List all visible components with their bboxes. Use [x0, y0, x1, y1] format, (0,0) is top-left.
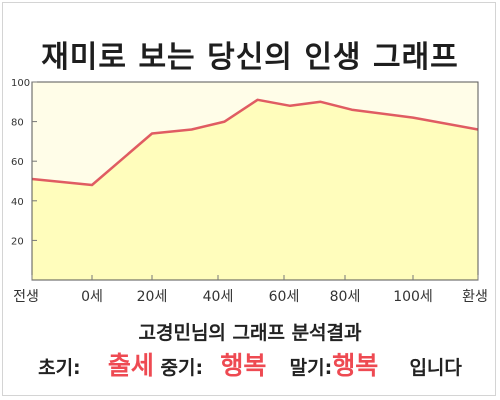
y-tick-label: 40	[11, 197, 24, 208]
late-value: 행복	[332, 351, 379, 380]
y-tick-label: 100	[11, 78, 30, 89]
plot-border	[31, 81, 479, 281]
x-tick-label: 60세	[269, 289, 300, 305]
chart-frame	[2, 2, 496, 396]
y-tick-label: 60	[11, 157, 24, 168]
x-tick-label: 환생	[462, 289, 488, 305]
y-tick-label: 80	[11, 118, 24, 129]
x-tick-label: 100세	[393, 289, 433, 305]
x-tick-label: 전생	[13, 289, 39, 305]
x-tick-label: 0세	[81, 289, 103, 305]
late-label: 말기:	[289, 357, 333, 379]
early-value: 출세	[107, 351, 154, 380]
series-line	[31, 98, 479, 187]
y-tick-label: 20	[11, 236, 24, 247]
chart-title: 재미로 보는 당신의 인생 그래프	[41, 40, 459, 75]
area-fill	[32, 99, 478, 280]
mid-value: 행복	[220, 351, 267, 380]
early-label: 초기:	[38, 357, 81, 379]
x-tick-label: 80세	[330, 289, 361, 305]
mid-label: 중기:	[160, 357, 204, 379]
x-tick-label: 40세	[203, 289, 234, 305]
ending-text: 입니다	[409, 357, 462, 379]
analysis-result: 초기: 출세 중기: 행복 말기:행복 입니다	[0, 346, 500, 382]
analysis-subtitle: 고경민님의 그래프 분석결과	[138, 322, 362, 344]
x-tick-label: 20세	[137, 289, 168, 305]
